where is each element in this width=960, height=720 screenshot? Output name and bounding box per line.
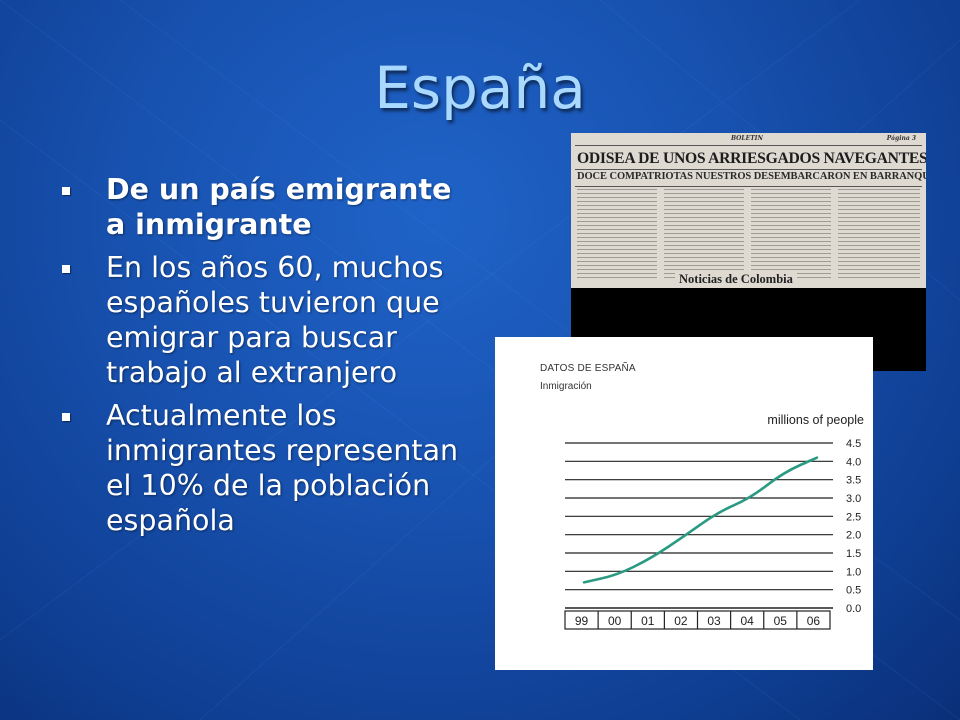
y-tick-label: 4.5: [846, 438, 861, 450]
x-tick-label: 99: [575, 614, 589, 628]
y-tick-label: 0.5: [846, 585, 861, 597]
immigration-chart: DATOS DE ESPAÑA Inmigración millions of …: [495, 337, 873, 670]
newspaper-clipping-image: BOLETIN Página 3 ODISEA DE UNOS ARRIESGA…: [571, 133, 926, 371]
chart-plot: millions of people 4.5 4.0 3.5 3.0 2.5 2.0 1.5 1…: [564, 413, 864, 630]
y-tick-label: 2.0: [846, 530, 861, 542]
y-tick-label: 1.0: [846, 566, 861, 578]
newspaper-topline: BOLETIN Página 3: [571, 135, 926, 145]
bullet-text: Actualmente los inmigrantes representan …: [106, 399, 459, 537]
newspaper-page: BOLETIN Página 3 ODISEA DE UNOS ARRIESGA…: [571, 133, 926, 288]
newspaper-subheadline: DOCE COMPATRIOTAS NUESTROS DESEMBARCARON…: [577, 171, 926, 182]
square-bullet-icon: [62, 187, 70, 195]
y-axis-label: millions of people: [767, 413, 864, 427]
newspaper-text-column: [751, 189, 831, 281]
bullet-item: En los años 60, muchos españoles tuviero…: [56, 250, 476, 390]
x-tick-label: 04: [741, 614, 755, 628]
newspaper-section: BOLETIN: [731, 135, 763, 142]
newspaper-page-number: Página 3: [886, 135, 916, 142]
x-tick-label: 03: [707, 614, 721, 628]
bullet-item: De un país emigrante a inmigrante: [56, 172, 476, 242]
newspaper-rule: [575, 145, 922, 146]
bullet-text: En los años 60, muchos españoles tuviero…: [106, 251, 444, 389]
newspaper-text-column: [577, 189, 657, 281]
y-tick-label: 2.5: [846, 511, 861, 523]
y-tick-label: 3.0: [846, 493, 861, 505]
square-bullet-icon: [62, 265, 70, 273]
chart-title: DATOS DE ESPAÑA: [540, 363, 636, 374]
y-tick-label: 3.5: [846, 475, 861, 487]
chart-subtitle: Inmigración: [540, 381, 592, 392]
newspaper-rule: [575, 169, 922, 170]
square-bullet-icon: [62, 413, 70, 421]
newspaper-headline: ODISEA DE UNOS ARRIESGADOS NAVEGANTES ES…: [577, 150, 926, 167]
bullet-text: De un país emigrante a inmigrante: [106, 173, 452, 241]
x-tick-label: 00: [608, 614, 622, 628]
x-tick-label: 01: [641, 614, 655, 628]
x-tick-label: 05: [774, 614, 788, 628]
y-tick-label: 1.5: [846, 548, 861, 560]
x-tick-label: 02: [674, 614, 688, 628]
x-tick-label: 06: [807, 614, 821, 628]
bullet-item: Actualmente los inmigrantes representan …: [56, 398, 476, 538]
slide-title: España: [374, 54, 586, 122]
y-tick-label: 0.0: [846, 603, 861, 615]
newspaper-caption: Noticias de Colombia: [675, 272, 797, 287]
newspaper-rule: [575, 186, 922, 187]
newspaper-text-column: [664, 189, 744, 281]
newspaper-text-column: [838, 189, 920, 281]
bullet-list: De un país emigrante a inmigrante En los…: [56, 172, 476, 546]
y-tick-label: 4.0: [846, 456, 861, 468]
series-line: [582, 456, 819, 584]
